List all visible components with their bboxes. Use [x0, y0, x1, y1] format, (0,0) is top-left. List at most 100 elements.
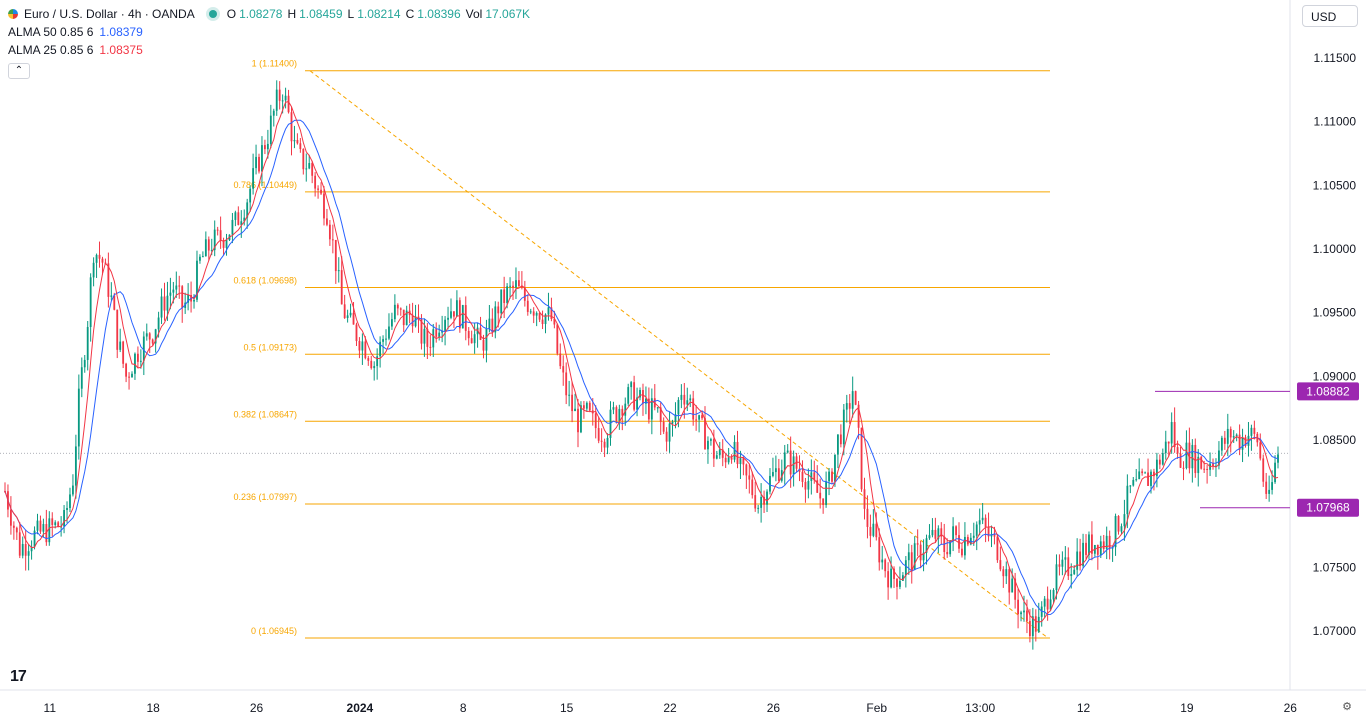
candle-body [928, 535, 931, 539]
candle-body [1061, 559, 1064, 567]
candle-body [766, 491, 768, 505]
open-label: O [226, 7, 237, 21]
candle-body [585, 402, 588, 409]
candle-body [131, 373, 133, 378]
candle-body [609, 409, 612, 438]
fib-trend-line [309, 70, 1049, 639]
candle-body [1123, 514, 1126, 527]
candle-body [284, 95, 287, 101]
candle-body [863, 489, 866, 509]
candle-body [1197, 456, 1200, 474]
candle-body [376, 356, 379, 367]
candle-body [860, 427, 863, 490]
symbol-title[interactable]: Euro / U.S. Dollar · 4h · OANDA [24, 7, 195, 21]
candle-body [1023, 610, 1025, 613]
candle-body [337, 270, 340, 272]
candle-body [1031, 616, 1034, 637]
candle-body [393, 304, 396, 320]
candle-body [701, 415, 703, 419]
candle-body [875, 523, 878, 538]
candle-body [113, 295, 116, 310]
candle-body [1052, 590, 1055, 600]
candle-body [559, 353, 562, 367]
candle-body [565, 372, 568, 396]
candle-body [1043, 598, 1046, 607]
collapse-legend-button[interactable]: ⌃ [8, 63, 30, 79]
currency-selector[interactable]: USD [1302, 5, 1358, 27]
candle-body [1026, 610, 1028, 621]
candle-body [532, 311, 535, 316]
candle-body [1173, 422, 1176, 448]
candle-body [866, 508, 869, 527]
candle-body [1232, 436, 1235, 438]
alma25-line [4, 101, 1279, 623]
candle-body [216, 229, 219, 231]
candle-body [414, 316, 417, 327]
alma50-line [4, 119, 1279, 616]
candle-body [213, 229, 216, 251]
candle-body [1158, 459, 1161, 465]
euro-flag-icon [8, 9, 18, 19]
candle-body [727, 457, 730, 463]
candle-body [426, 328, 429, 347]
candle-body [642, 390, 644, 404]
candle-body [526, 300, 529, 312]
candle-body [512, 285, 514, 288]
candle-body [1099, 541, 1102, 555]
candle-body [718, 449, 721, 456]
candle-body [453, 311, 455, 317]
candle-body [659, 407, 662, 422]
candle-body [680, 394, 683, 400]
price-marker-badge [1297, 498, 1359, 517]
candle-body [417, 316, 420, 319]
candle-body [1265, 481, 1268, 494]
candle-body [972, 535, 975, 538]
indicator-alma25[interactable]: ALMA 25 0.85 6 1.08375 [8, 42, 532, 58]
candle-body [509, 285, 511, 287]
candle-body [246, 202, 249, 218]
candle-body [18, 532, 21, 556]
candle-body [798, 468, 801, 472]
close-label: C [405, 7, 415, 21]
candle-body [650, 398, 653, 420]
candle-body [172, 289, 175, 293]
candle-body [904, 560, 907, 576]
candle-body [340, 270, 343, 305]
candle-body [323, 193, 325, 219]
price-marker-label: 1.07968 [1306, 501, 1350, 515]
x-tick-label: 26 [767, 701, 781, 715]
candle-body [748, 475, 751, 480]
candle-body [399, 308, 402, 310]
candle-body [887, 571, 890, 588]
candle-body [36, 520, 39, 531]
settings-icon[interactable]: ⚙ [1342, 701, 1352, 713]
candle-body [1147, 472, 1149, 486]
y-tick-label: 1.11000 [1314, 115, 1357, 129]
y-tick-label: 1.07000 [1313, 624, 1357, 638]
candle-body [1218, 450, 1220, 466]
high-label: H [287, 7, 297, 21]
candle-body [458, 300, 461, 329]
candle-body [1141, 471, 1144, 474]
x-tick-label: 11 [44, 701, 57, 715]
candle-body [547, 307, 550, 315]
candle-body [98, 254, 101, 259]
candle-body [562, 366, 565, 373]
candle-body [27, 551, 30, 556]
volume-value: 17.067K [485, 7, 531, 21]
candle-body [166, 295, 169, 311]
candle-body [450, 311, 452, 318]
candle-body [1241, 437, 1244, 450]
candle-body [187, 295, 190, 303]
candle-body [810, 472, 813, 481]
candle-body [1079, 551, 1082, 566]
candle-body [488, 318, 491, 329]
y-tick-label: 1.09500 [1313, 306, 1357, 320]
candle-body [249, 188, 252, 203]
candle-body [506, 286, 509, 304]
candle-body [1220, 437, 1223, 451]
candle-body [116, 309, 119, 350]
indicator-alma50[interactable]: ALMA 50 0.85 6 1.08379 [8, 24, 532, 40]
candle-body [857, 404, 860, 428]
